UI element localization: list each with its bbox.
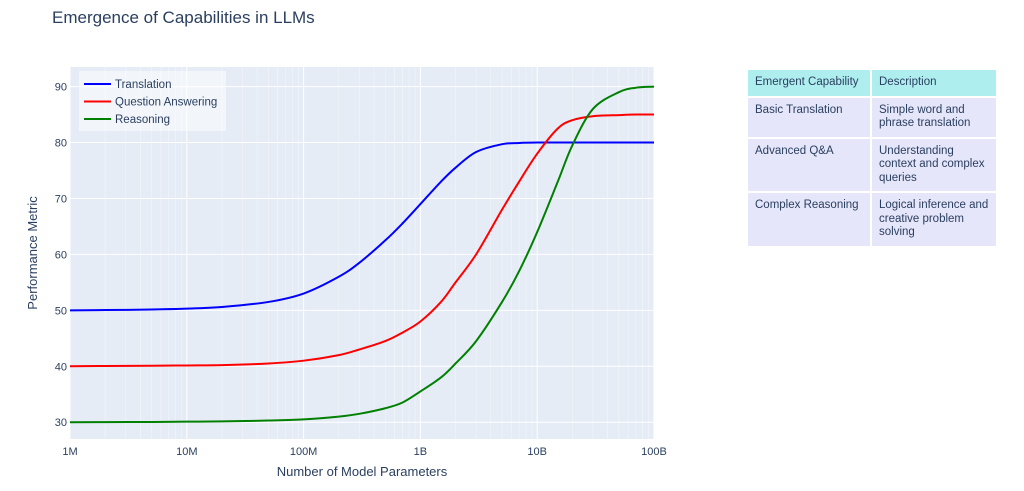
table-cell-description: Simple word and phrase translation [870, 95, 998, 139]
y-tick-label: 30 [55, 417, 67, 429]
series-line-reasoning [69, 85, 655, 424]
table-header-cell: Emergent Capability [746, 68, 872, 98]
y-tick-label: 50 [55, 305, 67, 317]
series-lines [69, 85, 655, 424]
table-cell-description: Logical inference and creative problem s… [870, 191, 998, 248]
table-cell-capability: Basic Translation [746, 95, 872, 139]
table-cell-capability: Complex Reasoning [746, 191, 872, 248]
table-row: Basic Translation Simple word and phrase… [746, 95, 998, 139]
y-tick-label: 70 [55, 193, 67, 205]
x-tick-label: 1B [414, 446, 427, 458]
table-header-row: Emergent Capability Description [746, 68, 998, 98]
legend-entry: Question Answering [115, 97, 217, 109]
y-tick-label: 60 [55, 249, 67, 261]
series-line-question-answering [69, 113, 655, 368]
chart-title: Emergence of Capabilities in LLMs [52, 8, 315, 27]
x-axis-title: Number of Model Parameters [277, 464, 448, 479]
table-row: Advanced Q&A Understanding context and c… [746, 136, 998, 193]
table-cell-description: Understanding context and complex querie… [870, 136, 998, 193]
table-row: Complex Reasoning Logical inference and … [746, 191, 998, 248]
tick-labels: 1M 10M 100M 1B 10B 100B 30 40 50 60 70 80 90 [55, 82, 667, 458]
capabilities-table: Emergent Capability Description Basic Tr… [746, 68, 998, 248]
table-cell-capability: Advanced Q&A [746, 136, 872, 193]
x-tick-label: 10B [527, 446, 547, 458]
x-tick-label: 100M [290, 446, 318, 458]
x-tick-label: 1M [62, 446, 77, 458]
legend: Translation Question Answering Reasoning [79, 71, 226, 131]
table-header-cell: Description [870, 68, 998, 98]
x-tick-label: 100B [641, 446, 667, 458]
x-tick-label: 10M [176, 446, 197, 458]
legend-entry: Reasoning [115, 114, 170, 126]
y-tick-label: 80 [55, 138, 67, 150]
grid-lines [69, 67, 655, 439]
y-axis-title: Performance Metric [25, 196, 40, 310]
y-tick-label: 90 [55, 82, 67, 94]
legend-entry: Translation [115, 79, 171, 91]
y-tick-label: 40 [55, 361, 67, 373]
